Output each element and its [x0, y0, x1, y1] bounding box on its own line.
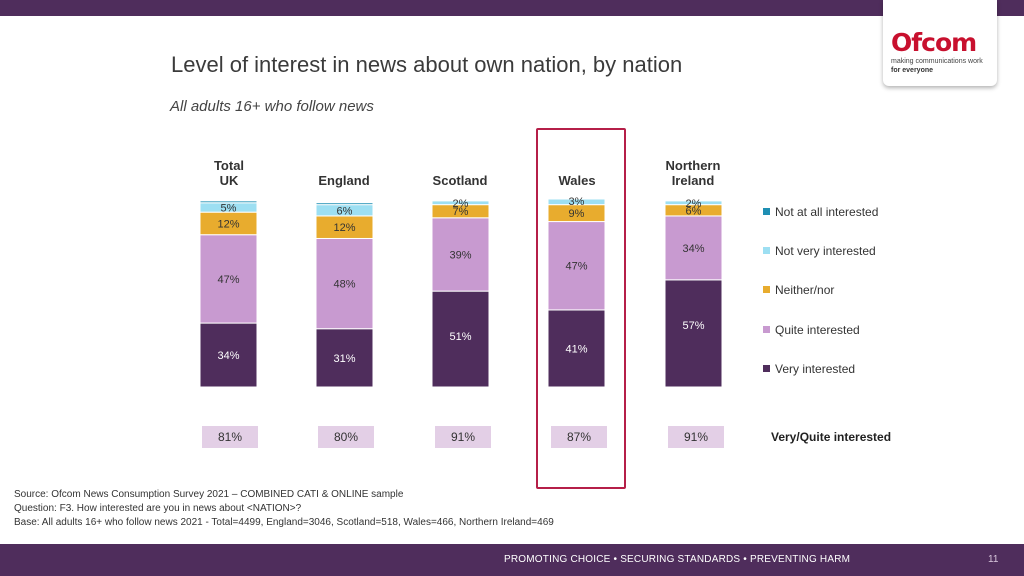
label-northern-ireland-not_very: 2% [686, 198, 702, 210]
bar-england-quite [315, 237, 374, 330]
bar-northern-ireland-quite [664, 215, 723, 281]
bar-scotland-quite [431, 217, 490, 292]
logo-tagline-2: for everyone [891, 67, 934, 74]
nation-label-total-uk: Total UK [213, 158, 245, 188]
label-northern-ireland-neither: 6% [686, 205, 702, 217]
legend-item-very: Very interested [763, 361, 855, 377]
bar-england-neither [315, 215, 374, 239]
net-box-scotland: 91% [435, 426, 491, 448]
legend-item-neither: Neither/nor [763, 282, 834, 298]
wales-highlight-box [536, 128, 626, 489]
question-note: Question: F3. How interested are you in … [14, 503, 302, 514]
bar-scotland-neither [431, 204, 490, 219]
label-northern-ireland-very: 57% [682, 320, 704, 332]
legend-swatch-not-very [763, 247, 770, 254]
chart-title: Level of interest in news about own nati… [171, 52, 683, 77]
label-total-uk-not_very: 5% [221, 202, 237, 214]
legend-swatch-quite [763, 326, 770, 333]
source-note: Source: Ofcom News Consumption Survey 20… [14, 489, 404, 500]
nation-label-scotland: Scotland [432, 173, 488, 188]
label-england-neither: 12% [333, 222, 355, 234]
logo-wordmark: Ofcom [891, 28, 977, 57]
footer-bar: PROMOTING CHOICE • SECURING STANDARDS • … [0, 544, 1024, 576]
label-scotland-neither: 7% [453, 206, 469, 218]
ofcom-logo[interactable]: Ofcom making communications work for eve… [883, 0, 997, 86]
bar-total-uk-neither [199, 211, 258, 236]
label-england-not_very: 6% [337, 205, 353, 217]
nation-label-wales: Wales [558, 173, 596, 188]
label-total-uk-very: 34% [217, 350, 239, 362]
bar-england-not_at_all [315, 202, 374, 206]
bar-northern-ireland-not_very [664, 200, 723, 206]
label-scotland-very: 51% [449, 331, 471, 343]
bar-total-uk-not_very [199, 202, 258, 213]
legend-swatch-very [763, 365, 770, 372]
bar-total-uk-quite [199, 234, 258, 324]
label-scotland-not_very: 2% [453, 198, 469, 210]
bar-northern-ireland-very [664, 279, 723, 388]
legend-item-not-at-all: Not at all interested [763, 204, 878, 220]
label-northern-ireland-quite: 34% [682, 243, 704, 255]
net-box-wales: 87% [551, 426, 607, 448]
base-note: Base: All adults 16+ who follow news 202… [14, 517, 554, 528]
bar-england-very [315, 328, 374, 388]
bar-total-uk-not_at_all [199, 200, 258, 204]
legend-swatch-neither [763, 286, 770, 293]
top-bar [0, 0, 1024, 16]
legend-item-not-very: Not very interested [763, 243, 876, 259]
label-england-quite: 48% [333, 278, 355, 290]
net-box-northern-ireland: 91% [668, 426, 724, 448]
bar-scotland-very [431, 290, 490, 388]
nation-label-england: England [318, 173, 370, 188]
legend-swatch-not-at-all [763, 208, 770, 215]
bar-scotland-not_very [431, 200, 490, 206]
bar-northern-ireland-neither [664, 204, 723, 217]
label-scotland-quite: 39% [449, 249, 471, 261]
label-total-uk-quite: 47% [217, 274, 239, 286]
chart-subtitle: All adults 16+ who follow news [170, 98, 374, 115]
bar-total-uk-very [199, 322, 258, 388]
footer-tagline: PROMOTING CHOICE • SECURING STANDARDS • … [504, 554, 851, 565]
page-number: 11 [988, 554, 999, 565]
net-label: Very/Quite interested [771, 430, 892, 444]
net-box-england: 80% [318, 426, 374, 448]
label-england-very: 31% [333, 353, 355, 365]
logo-tagline: making communications work [891, 58, 983, 65]
net-box-total-uk: 81% [202, 426, 258, 448]
nation-label-northern-ireland: Northern Ireland [665, 158, 721, 188]
bar-england-not_very [315, 204, 374, 217]
label-total-uk-neither: 12% [217, 218, 239, 230]
legend-item-quite: Quite interested [763, 322, 860, 338]
